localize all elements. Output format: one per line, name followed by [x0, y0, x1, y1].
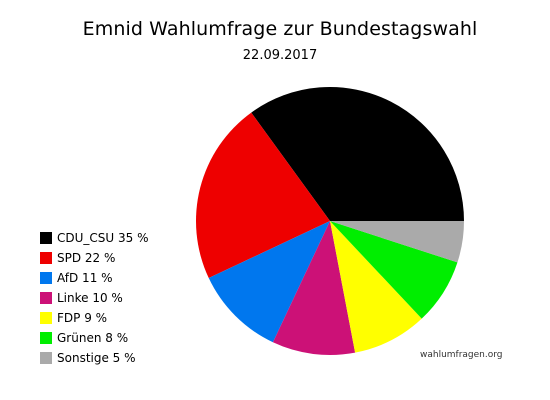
pie-slice-1 [195, 112, 330, 279]
chart-title: Emnid Wahlumfrage zur Bundestagswahl [82, 18, 478, 40]
pie-slices [195, 87, 464, 356]
legend-label: AfD 11 % [57, 271, 113, 285]
legend-item: AfD 11 % [40, 268, 148, 288]
legend-swatch [40, 352, 52, 364]
legend-item: Linke 10 % [40, 288, 148, 308]
legend: CDU_CSU 35 % SPD 22 % AfD 11 % Linke 10 % FD… [40, 228, 148, 368]
pie-slice-6 [330, 221, 464, 263]
legend-item: SPD 22 % [40, 248, 148, 268]
chart-subtitle: 22.09.2017 [242, 48, 318, 63]
legend-label: Sonstige 5 % [57, 351, 136, 365]
legend-label: Grünen 8 % [57, 331, 129, 345]
legend-label: CDU_CSU 35 % [57, 231, 149, 245]
legend-item: FDP 9 % [40, 308, 148, 328]
legend-swatch [40, 332, 52, 344]
legend-swatch [40, 232, 52, 244]
pie-slice-3 [272, 221, 356, 356]
legend-item: Grünen 8 % [40, 328, 148, 348]
legend-swatch [40, 272, 52, 284]
pie-slice-4 [330, 221, 422, 353]
legend-item: CDU_CSU 35 % [40, 228, 148, 248]
pie-slice-5 [330, 221, 458, 319]
pie-slice-0 [251, 87, 464, 222]
pie-slice-2 [208, 221, 330, 343]
legend-item: Sonstige 5 % [40, 348, 148, 368]
source-credit: wahlumfragen.org [420, 350, 503, 360]
legend-label: FDP 9 % [57, 311, 108, 325]
legend-swatch [40, 292, 52, 304]
legend-label: SPD 22 % [57, 251, 116, 265]
legend-swatch [40, 312, 52, 324]
legend-label: Linke 10 % [57, 291, 123, 305]
legend-swatch [40, 252, 52, 264]
